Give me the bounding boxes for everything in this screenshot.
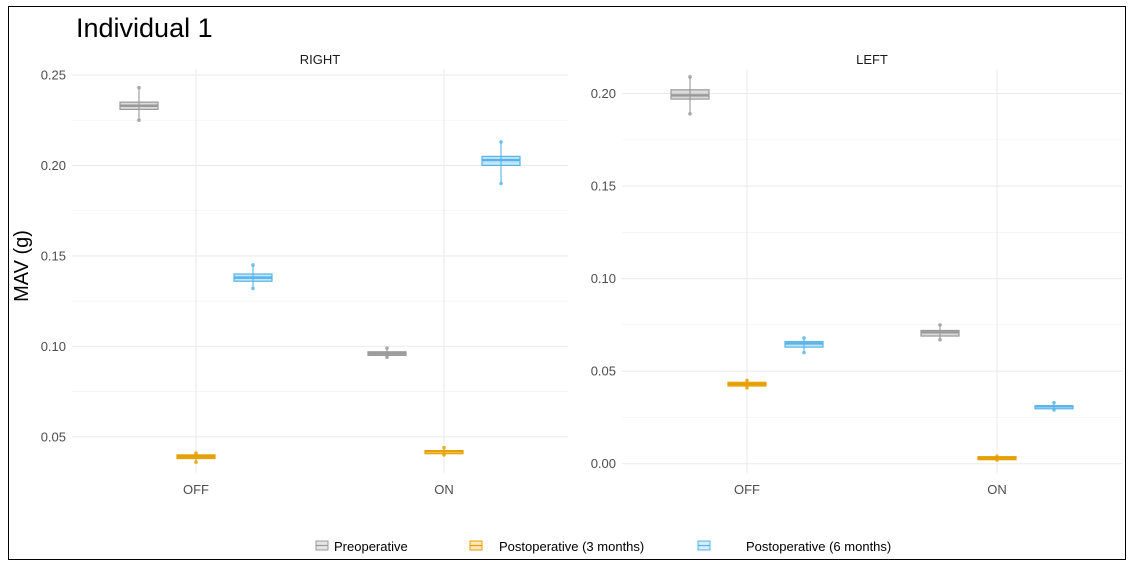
y-tick-label: 0.05 <box>41 429 66 444</box>
box-right-on-1 <box>367 346 407 360</box>
x-tick-label-on: ON <box>434 482 454 497</box>
outlier-point <box>802 336 806 340</box>
outlier-point <box>688 112 692 116</box>
legend-label: Preoperative <box>334 539 408 554</box>
outlier-point <box>1052 400 1056 405</box>
figure-title: Individual 1 <box>76 13 213 43</box>
legend-item-2: Postoperative (3 months) <box>469 539 644 554</box>
panel-right: RIGHT 0.05 0.10 0.15 0.20 0.25 OFF ON <box>41 52 568 497</box>
box-left-on-1 <box>920 323 960 342</box>
outlier-point <box>194 460 198 464</box>
outlier-point <box>385 346 389 350</box>
x-tick-label-off: OFF <box>183 482 209 497</box>
plot-panels: RIGHT 0.05 0.10 0.15 0.20 0.25 OFF ON LEFT 0.00 0.… <box>41 52 1122 497</box>
box-right-off-2 <box>176 451 216 464</box>
y-tick-label: 0.20 <box>591 86 616 101</box>
outlier-point <box>251 286 255 291</box>
outlier-point <box>802 350 806 355</box>
legend: Preoperative Postoperative (3 months) Post… <box>315 539 891 554</box>
box-right-on-2 <box>424 445 464 457</box>
y-tick-label: 0.15 <box>591 179 616 194</box>
y-tick-label: 0.25 <box>41 68 66 83</box>
y-tick-label: 0.15 <box>41 248 66 263</box>
outlier-point <box>499 140 503 144</box>
outlier-point <box>499 181 503 186</box>
y-tick-label: 0.20 <box>41 158 66 173</box>
y-tick-label: 0.05 <box>591 364 616 379</box>
outlier-point <box>194 451 198 455</box>
box-left-off-1 <box>670 75 710 116</box>
y-axis-label: MAV (g) <box>11 230 33 302</box>
outlier-point <box>442 453 446 457</box>
outlier-point <box>938 323 942 327</box>
outlier-point <box>745 386 749 390</box>
y-tick-label: 0.10 <box>41 339 66 354</box>
y-tick-label: 0.00 <box>591 456 616 471</box>
x-tick-label-on: ON <box>987 482 1007 497</box>
box-right-off-1 <box>119 85 159 123</box>
outlier-point <box>688 75 692 79</box>
legend-label: Postoperative (6 months) <box>746 539 891 554</box>
outlier-point <box>1052 408 1056 412</box>
outlier-point <box>137 85 141 90</box>
box-right-on-3 <box>481 140 521 186</box>
x-tick-label-off: OFF <box>734 482 760 497</box>
box-left-on-2 <box>977 454 1017 462</box>
y-tick-label: 0.10 <box>591 271 616 286</box>
facet-title-left: LEFT <box>856 52 888 67</box>
box-right-off-3 <box>233 263 273 291</box>
legend-label: Postoperative (3 months) <box>499 539 644 554</box>
box-left-on-3 <box>1034 400 1074 412</box>
outlier-point <box>995 454 999 459</box>
outlier-point <box>442 445 446 450</box>
outlier-point <box>251 263 255 267</box>
outlier-point <box>938 337 942 342</box>
legend-item-1: Preoperative <box>315 539 408 554</box>
facet-title-right: RIGHT <box>300 52 341 67</box>
outlier-point <box>385 355 389 360</box>
box-left-off-2 <box>727 378 767 390</box>
panel-left: LEFT 0.00 0.05 0.10 0.15 0.20 OFF ON <box>591 52 1122 497</box>
box-left-off-3 <box>784 336 824 355</box>
outlier-point <box>745 378 749 383</box>
outlier-point <box>137 118 141 123</box>
figure-frame <box>8 6 1126 560</box>
outlier-point <box>995 458 999 462</box>
legend-item-3: Postoperative (6 months) <box>697 539 891 554</box>
